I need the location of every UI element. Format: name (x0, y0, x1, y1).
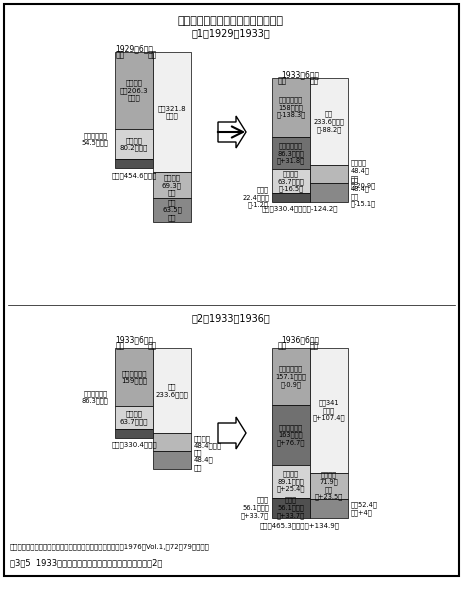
Bar (153, 198, 191, 222)
Text: 负债: 负债 (309, 341, 319, 350)
Text: 1936年6月末: 1936年6月末 (281, 335, 319, 344)
Bar (272, 465, 310, 497)
Text: 政府部门信用
86.3亿美元
（+31.8）: 政府部门信用 86.3亿美元 （+31.8） (277, 142, 305, 164)
Bar (310, 166, 348, 184)
Text: 净资产465.3亿美元（+134.9）: 净资产465.3亿美元（+134.9） (260, 522, 340, 529)
Text: （1）1929～1933年: （1）1929～1933年 (192, 28, 270, 38)
Bar (310, 473, 348, 499)
Text: 其他资产
80.2亿美元: 其他资产 80.2亿美元 (120, 137, 148, 151)
Text: 美联储全体加盟银行的总资产负债表: 美联储全体加盟银行的总资产负债表 (178, 16, 284, 26)
Text: 资产: 资产 (277, 341, 287, 350)
Text: 净资产454.6亿美元: 净资产454.6亿美元 (111, 172, 156, 179)
Text: 资料来源：野村综合研究所根据美国联邦储备银行理事会，（1976）Vol.1,第72～79页做成。: 资料来源：野村综合研究所根据美国联邦储备银行理事会，（1976）Vol.1,第7… (10, 543, 210, 550)
Text: 1929年6月末: 1929年6月末 (115, 44, 153, 53)
Bar (272, 348, 310, 406)
Bar (115, 406, 153, 430)
Text: 私人部门
信用206.3
亿美元: 私人部门 信用206.3 亿美元 (120, 80, 148, 101)
Text: 资本
48.4亿
美元
（-15.1）: 资本 48.4亿 美元 （-15.1） (351, 178, 376, 207)
Polygon shape (218, 116, 246, 148)
Text: 其他负债
69.3亿
美元: 其他负债 69.3亿 美元 (162, 175, 182, 196)
Text: 资本
63.5亿
美元: 资本 63.5亿 美元 (162, 199, 182, 221)
Bar (115, 129, 153, 159)
Text: 准备金
56.1亿美元
（+33.7）: 准备金 56.1亿美元 （+33.7） (241, 497, 269, 518)
Bar (153, 52, 191, 172)
Bar (272, 137, 310, 169)
Bar (115, 159, 153, 168)
Text: 存款321.8
亿美元: 存款321.8 亿美元 (158, 105, 186, 119)
Text: 图3－5  1933年以后政府借贷导致货币供应量大幅攀升（2）: 图3－5 1933年以后政府借贷导致货币供应量大幅攀升（2） (10, 558, 163, 567)
Text: 准备金
22.4亿美元
（-1.2）: 准备金 22.4亿美元 （-1.2） (242, 187, 269, 208)
Bar (310, 499, 348, 518)
Bar (310, 184, 348, 202)
Bar (115, 348, 153, 406)
Bar (272, 169, 310, 193)
Text: 存款
233.6亿美元: 存款 233.6亿美元 (156, 383, 188, 398)
Text: 其他负债
48.4亿美元: 其他负债 48.4亿美元 (194, 435, 222, 449)
Text: 其他资产
63.7亿美元
（-16.5）: 其他资产 63.7亿美元 （-16.5） (278, 170, 304, 192)
Text: 其他负债
71.9亿
美元
（+23.5）: 其他负债 71.9亿 美元 （+23.5） (315, 471, 343, 500)
Text: 存款341
亿美元
（+107.4）: 存款341 亿美元 （+107.4） (313, 400, 345, 421)
Text: 政府部门信用
54.5亿美元: 政府部门信用 54.5亿美元 (81, 132, 108, 146)
Text: 政府部门信用
86.3亿美元: 政府部门信用 86.3亿美元 (81, 390, 108, 404)
Text: 净资产330.4亿美元（-124.2）: 净资产330.4亿美元（-124.2） (262, 206, 338, 212)
Text: 私人部门信用
158亿美元
（-138.3）: 私人部门信用 158亿美元 （-138.3） (276, 97, 306, 118)
Text: 存款
233.6亿美元
（-88.2）: 存款 233.6亿美元 （-88.2） (313, 111, 344, 133)
Bar (272, 497, 310, 518)
Text: （2）1933～1936年: （2）1933～1936年 (192, 313, 270, 323)
Bar (272, 406, 310, 465)
Bar (310, 348, 348, 473)
Bar (310, 78, 348, 166)
Text: 净资产330.4亿美元: 净资产330.4亿美元 (111, 442, 157, 448)
Text: 负债: 负债 (309, 76, 319, 85)
Text: 资产: 资产 (115, 50, 125, 59)
Text: 负债: 负债 (147, 341, 156, 350)
Bar (115, 52, 153, 129)
Text: 其他资产
89.1亿美元
（+25.4）: 其他资产 89.1亿美元 （+25.4） (277, 470, 305, 492)
Text: 准备金
56.1亿美元
（+33.7）: 准备金 56.1亿美元 （+33.7） (277, 497, 305, 518)
Text: 其他负债
48.4亿
美元
（-20.9）: 其他负债 48.4亿 美元 （-20.9） (351, 160, 376, 189)
Bar (153, 348, 191, 433)
Text: 1933年6月末: 1933年6月末 (281, 70, 319, 79)
Bar (115, 430, 153, 437)
Text: 负债: 负债 (147, 50, 156, 59)
Text: 资本
48.4亿
美元: 资本 48.4亿 美元 (194, 449, 214, 471)
Text: 其他资产
63.7亿美元: 其他资产 63.7亿美元 (120, 410, 148, 425)
Text: 1933年6月末: 1933年6月末 (115, 335, 153, 344)
Bar (153, 172, 191, 198)
Text: 资产: 资产 (115, 341, 125, 350)
Bar (153, 433, 191, 451)
Polygon shape (218, 417, 246, 449)
Bar (272, 193, 310, 202)
Bar (153, 451, 191, 469)
Text: 私人部门信用
159亿美元: 私人部门信用 159亿美元 (121, 370, 147, 384)
Text: 政府部门信用
163亿美元
（+76.7）: 政府部门信用 163亿美元 （+76.7） (277, 424, 305, 446)
Text: 资产: 资产 (277, 76, 287, 85)
Text: 资本52.4亿
元（+4）: 资本52.4亿 元（+4） (351, 502, 378, 515)
Text: 私人部门信用
157.1亿美元
（-0.9）: 私人部门信用 157.1亿美元 （-0.9） (275, 366, 307, 388)
Bar (272, 78, 310, 137)
